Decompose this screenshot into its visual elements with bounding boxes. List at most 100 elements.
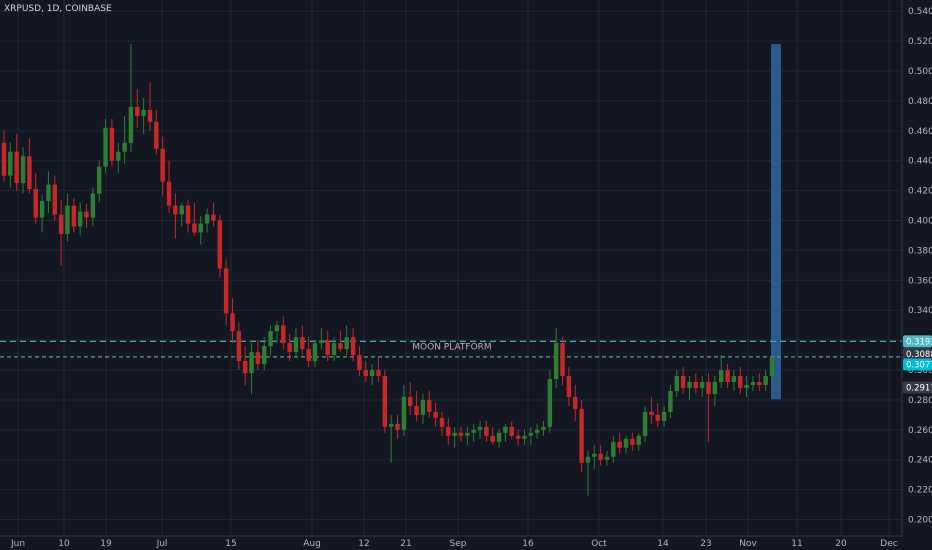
price-badge-label: 0.3077 — [906, 361, 932, 371]
time-tick-label: 12 — [358, 539, 369, 549]
time-tick-label: 10 — [58, 539, 70, 549]
candle-body — [446, 426, 451, 436]
candle-body — [471, 429, 476, 433]
candle-body — [674, 376, 680, 391]
candle-body — [579, 408, 584, 463]
candle-body — [573, 396, 578, 409]
time-tick-label: 21 — [400, 539, 411, 549]
candle-body — [249, 352, 254, 374]
candle-body — [687, 382, 692, 388]
candle-body — [325, 340, 330, 356]
candle-body — [763, 376, 768, 385]
price-tick-label: 0.2000 — [908, 516, 932, 526]
candle-body — [427, 399, 432, 412]
moon-platform-label: MOON PLATFORM — [412, 342, 491, 352]
candle-body — [725, 370, 730, 383]
time-tick-label: 20 — [835, 539, 847, 549]
candle-body — [1, 142, 7, 176]
candle-body — [649, 411, 654, 415]
candle-body — [712, 382, 718, 394]
candle-body — [401, 396, 407, 430]
candle-body — [515, 435, 521, 439]
candle-body — [52, 184, 57, 215]
candle-body — [268, 331, 273, 347]
candle-body — [344, 337, 349, 350]
candle-body — [566, 376, 572, 397]
candle-body — [192, 223, 197, 233]
candle-body — [541, 426, 546, 430]
time-tick-label: Aug — [303, 539, 321, 549]
candle-body — [185, 205, 191, 224]
candle-body — [281, 325, 286, 344]
candle-body — [8, 151, 13, 176]
horizontal-lines[interactable] — [0, 340, 902, 358]
candle-body — [179, 205, 184, 215]
candle-body — [39, 201, 45, 218]
candle-body — [141, 109, 146, 116]
candle-body — [680, 376, 686, 388]
time-tick-label: Jul — [156, 539, 168, 549]
price-badge — [903, 381, 932, 394]
candle-body — [420, 399, 426, 415]
candle-body — [388, 423, 394, 427]
candlestick-series — [1, 44, 775, 496]
candle-body — [503, 426, 508, 433]
candle-body — [312, 343, 318, 362]
candle-body — [706, 382, 711, 394]
target-box[interactable] — [771, 44, 781, 400]
candle-body — [490, 435, 495, 442]
candle-body — [27, 156, 32, 190]
candle-body — [484, 426, 489, 436]
candle-body — [46, 184, 51, 202]
candle-body — [33, 189, 38, 218]
candle-body — [661, 411, 667, 421]
candle-body — [699, 382, 705, 388]
candle-body — [509, 426, 514, 436]
candle-body — [58, 214, 64, 234]
candle-body — [477, 426, 483, 430]
candle-body — [522, 435, 527, 439]
candle-body — [452, 432, 457, 436]
candle-body — [293, 337, 299, 353]
candle-body — [135, 106, 140, 116]
candle-body — [109, 127, 115, 161]
candle-body — [223, 268, 229, 314]
candle-body — [553, 343, 559, 380]
candle-body — [96, 166, 102, 194]
candle-body — [14, 151, 19, 184]
candle-body — [623, 438, 629, 448]
price-badges: 0.3192 0.30880.3077 0.2917 — [903, 335, 932, 394]
candle-body — [84, 211, 89, 218]
candle-body — [306, 349, 311, 362]
price-badge-label: 0.3192 — [906, 337, 932, 347]
candle-body — [598, 453, 603, 460]
time-tick-label: 15 — [225, 539, 236, 549]
candle-body — [217, 220, 223, 269]
candle-body — [655, 414, 660, 421]
candle-body — [414, 405, 419, 415]
time-tick-label: 23 — [700, 539, 711, 549]
candle-body — [642, 411, 648, 436]
candle-body — [757, 382, 762, 385]
candle-body — [262, 346, 267, 365]
price-badge — [903, 335, 932, 348]
candle-body — [166, 181, 172, 206]
time-tick-label: Jun — [10, 539, 25, 549]
time-axis[interactable]: Jun 10 19 Jul 15 Aug 12 21 Sep 16 Oct 14 23 Nov 11 20 De… — [10, 539, 898, 549]
candle-body — [547, 379, 553, 427]
candle-body — [636, 435, 641, 445]
candle-body — [376, 370, 381, 377]
candle-body — [604, 456, 610, 460]
candle-body — [154, 121, 159, 149]
price-badge-label: 0.3088 — [906, 350, 932, 360]
candle-body — [242, 361, 248, 374]
candle-body — [147, 109, 153, 122]
candle-body — [363, 370, 369, 377]
